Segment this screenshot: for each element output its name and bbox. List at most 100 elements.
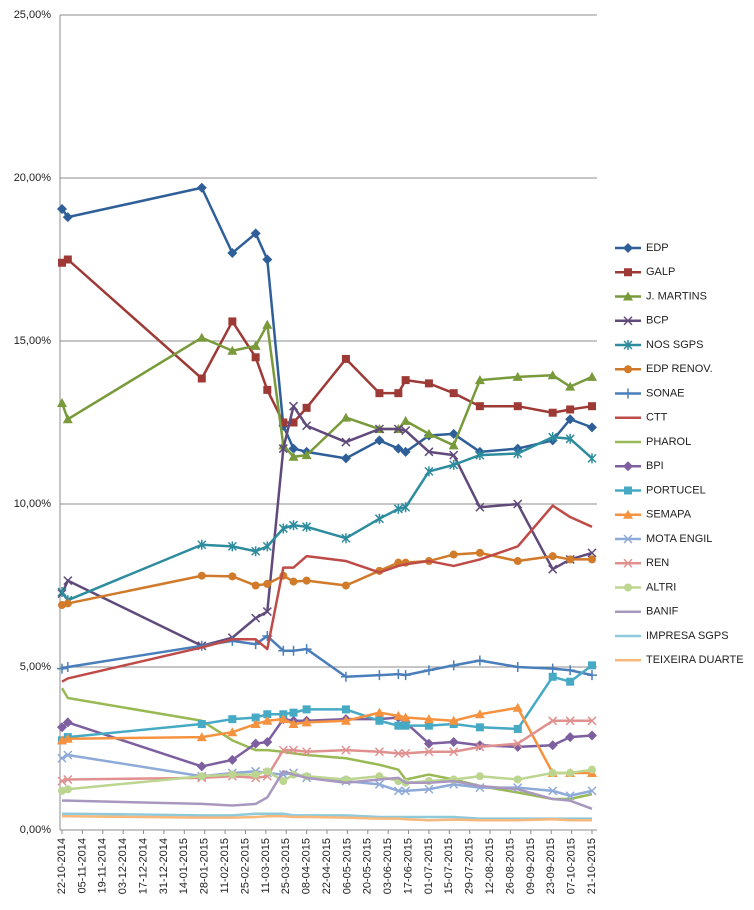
data-point — [401, 748, 411, 758]
legend-label: MOTA ENGIL — [646, 533, 712, 545]
data-point — [547, 370, 558, 380]
data-point — [375, 389, 384, 398]
data-point — [587, 670, 597, 681]
data-point — [63, 785, 72, 794]
data-point — [565, 414, 576, 425]
data-point — [197, 539, 207, 550]
data-point — [587, 786, 597, 796]
data-point — [424, 747, 434, 757]
x-tick-label: 19-11-2014 — [97, 838, 109, 893]
series — [62, 812, 592, 820]
series — [58, 661, 596, 745]
data-point — [587, 371, 597, 381]
data-point — [400, 670, 411, 681]
x-tick-label: 11-02-2015 — [219, 838, 231, 893]
series — [61, 504, 593, 683]
y-tick-label: 15,00% — [14, 335, 52, 347]
data-point — [449, 550, 458, 559]
y-tick-label: 20,00% — [14, 172, 52, 184]
data-point — [424, 466, 434, 477]
data-point — [263, 767, 272, 776]
x-tick-label: 05-11-2014 — [76, 838, 88, 893]
data-point — [228, 715, 237, 724]
data-point — [475, 450, 485, 461]
data-point — [587, 548, 597, 558]
data-point — [288, 401, 299, 411]
data-point — [448, 660, 459, 671]
data-point — [475, 772, 484, 781]
data-point — [475, 548, 484, 557]
data-point — [341, 437, 351, 447]
data-point — [423, 665, 434, 676]
data-point — [548, 768, 557, 777]
legend-label: REN — [646, 557, 669, 569]
data-point — [63, 255, 72, 264]
data-point — [340, 412, 351, 422]
series-line — [61, 664, 593, 742]
x-tick-label: 20-05-2015 — [362, 838, 374, 894]
data-point — [57, 753, 67, 763]
x-tick-label: 03-12-2014 — [117, 838, 129, 894]
x-tick-label: 17-06-2015 — [402, 838, 414, 894]
series-line — [61, 504, 593, 683]
series — [58, 255, 596, 427]
marker — [624, 486, 632, 495]
data-point — [278, 714, 289, 724]
data-point — [393, 424, 403, 434]
data-point — [588, 765, 596, 774]
data-point — [340, 671, 351, 682]
x-tick-label: 22-10-2014 — [56, 838, 68, 894]
marker — [623, 461, 633, 472]
data-point — [197, 720, 206, 729]
data-point — [475, 502, 485, 512]
legend-label: NOS SGPS — [646, 339, 703, 351]
data-point — [565, 732, 576, 743]
marker — [623, 340, 633, 350]
marker — [624, 583, 632, 592]
data-point — [341, 533, 351, 544]
x-tick-label: 03-06-2015 — [382, 838, 394, 894]
data-point — [394, 389, 403, 398]
series — [62, 770, 593, 810]
series-line — [61, 551, 592, 607]
data-point — [587, 453, 597, 464]
data-point — [424, 379, 433, 388]
x-tick-label: 09-09-2015 — [525, 838, 537, 894]
series-line — [62, 770, 593, 810]
marker — [623, 243, 633, 253]
data-point — [513, 739, 523, 749]
legend-label: EDP RENOV. — [646, 363, 713, 375]
data-point — [375, 716, 384, 725]
data-point — [301, 717, 312, 727]
legend-label: BCP — [646, 315, 669, 327]
data-point — [565, 665, 576, 676]
legend-label: BANIF — [646, 606, 679, 618]
data-point — [565, 433, 575, 444]
data-point — [565, 381, 576, 391]
data-point — [62, 414, 73, 424]
x-tick-label: 31-12-2014 — [158, 838, 170, 894]
data-point — [547, 740, 558, 751]
data-point — [449, 389, 458, 398]
data-point — [393, 710, 404, 720]
data-point — [513, 775, 522, 784]
series-line — [61, 706, 592, 775]
data-point — [63, 599, 72, 608]
data-point — [227, 754, 238, 765]
x-tick-label: 22-04-2015 — [321, 838, 333, 894]
data-point — [251, 770, 260, 779]
data-point — [278, 444, 288, 454]
y-tick-label: 5,00% — [20, 661, 51, 673]
data-point — [302, 521, 312, 532]
series-line — [61, 719, 592, 783]
x-tick-label: 21-10-2015 — [586, 838, 598, 894]
series — [57, 716, 597, 786]
data-point — [401, 376, 410, 385]
data-point — [278, 745, 288, 755]
data-point — [423, 428, 434, 438]
series-line — [61, 634, 593, 679]
data-point — [263, 385, 272, 394]
legend-label: IMPRESA SGPS — [646, 630, 729, 642]
data-point — [227, 541, 237, 552]
data-point — [197, 571, 206, 580]
